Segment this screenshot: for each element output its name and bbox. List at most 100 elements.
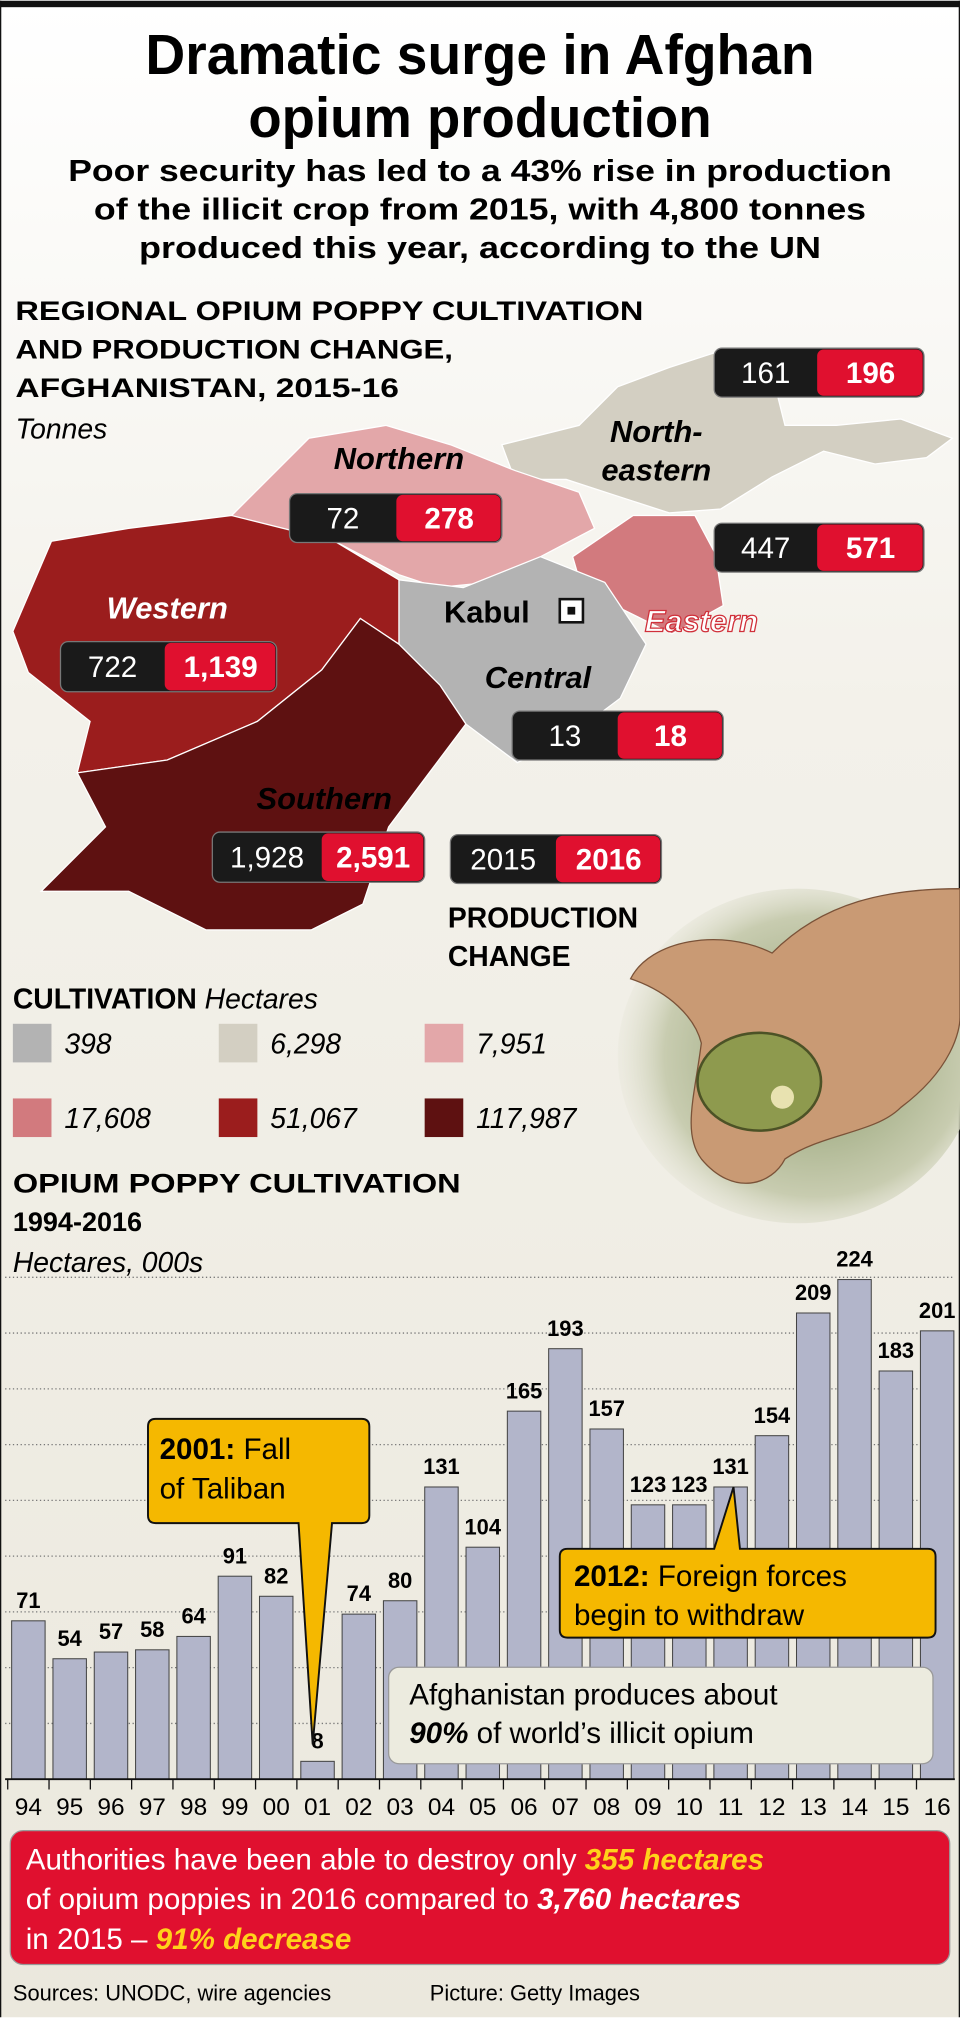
value-box-2016 (321, 833, 424, 881)
x-tick-label: 13 (800, 1794, 827, 1821)
region-name: Eastern (645, 603, 758, 638)
value-box-2016 (555, 835, 661, 883)
note-box (387, 1666, 934, 1765)
note-text: 90% of world’s illicit opium (409, 1717, 754, 1750)
annotations: 2001: Fall of Taliban 2012: Foreign forc… (147, 1417, 937, 1765)
annotation-text: Foreign forces (658, 1560, 847, 1593)
legend-label: 117,987 (476, 1102, 577, 1134)
x-tick-label: 98 (180, 1794, 207, 1821)
bar (93, 1651, 129, 1780)
legend-label: 17,608 (64, 1102, 151, 1134)
value-2015: 2015 (470, 843, 536, 876)
x-tick-label: 15 (882, 1794, 909, 1821)
map-heading: REGIONAL OPIUM POPPY CULTIVATION (15, 296, 643, 326)
key-caption: CHANGE (448, 940, 571, 972)
poppy-crown (770, 1085, 794, 1109)
x-tick-label: 09 (634, 1794, 661, 1821)
annotation-text: of Taliban (160, 1473, 286, 1506)
legend-swatch (12, 1023, 52, 1063)
bar (52, 1658, 87, 1780)
value-2016: 571 (846, 532, 895, 565)
value-label: 165 (506, 1378, 542, 1403)
region-name: Northern (334, 441, 464, 476)
photo (617, 888, 960, 1224)
x-tick-label: 05 (469, 1794, 496, 1821)
callout-highlight: 3,760 hectares (537, 1883, 741, 1916)
annotation-year: 2001: (160, 1433, 236, 1466)
x-tick-label: 99 (221, 1794, 248, 1821)
value-2016: 18 (654, 720, 687, 753)
callout-text: of opium poppies in 2016 compared to 3,7… (26, 1883, 741, 1916)
value-label: 154 (754, 1403, 791, 1428)
chart-unit: Hectares, 000s (13, 1246, 203, 1278)
value-2015: 13 (548, 720, 581, 753)
callout-box (9, 1830, 951, 1966)
annotation-box (558, 1486, 937, 1639)
region-name: Central (485, 660, 593, 695)
bar (341, 1613, 377, 1780)
value-box-2016 (617, 712, 722, 759)
value-label: 201 (919, 1298, 955, 1323)
value-label: 131 (423, 1454, 459, 1479)
legend-swatch (424, 1098, 464, 1138)
x-tick-label: 96 (97, 1794, 124, 1821)
legend-swatch (12, 1098, 52, 1138)
value-label: 80 (388, 1568, 412, 1593)
x-tick-label: 00 (263, 1794, 290, 1821)
callout-text: Authorities have been able to destroy on… (26, 1843, 764, 1876)
note-text: Afghanistan produces about (409, 1679, 777, 1712)
value-2016: 2,591 (336, 841, 410, 874)
sources: Sources: UNODC, wire agencies (13, 1981, 331, 2006)
value-box-2016 (817, 524, 923, 571)
annotation-year: 2012: (574, 1560, 650, 1593)
chart-title: 1994-2016 (13, 1207, 142, 1237)
callout-text: Authorities have been able to destroy on… (26, 1843, 577, 1876)
legend-heading: CULTIVATION Hectares (13, 982, 318, 1014)
credit: Picture: Getty Images (430, 1981, 640, 2006)
subtitle: of the illicit crop from 2015, with 4,80… (94, 192, 866, 227)
value-label: 58 (140, 1617, 164, 1642)
region-name: North- (610, 414, 703, 449)
title: opium production (248, 86, 711, 149)
value-label: 91 (223, 1543, 247, 1568)
value-2015: 447 (741, 532, 790, 565)
annotation-text: begin to withdraw (574, 1599, 805, 1632)
x-tick-label: 07 (552, 1794, 579, 1821)
note-highlight: 90% (409, 1717, 468, 1750)
bar (300, 1760, 335, 1780)
legend-swatch (218, 1098, 258, 1138)
value-2015: 72 (326, 502, 359, 535)
annotation-text: Fall (243, 1433, 291, 1466)
legend-swatch (424, 1023, 464, 1063)
x-tick-label: 94 (15, 1794, 42, 1821)
x-tick-label: 08 (593, 1794, 620, 1821)
x-tick-label: 97 (139, 1794, 166, 1821)
region-north-eastern (501, 350, 954, 514)
legend-label: 398 (64, 1027, 111, 1059)
value-label: 54 (58, 1626, 83, 1651)
callout-highlight: 91% decrease (156, 1923, 352, 1956)
value-2016: 196 (846, 357, 895, 390)
bar (11, 1620, 46, 1780)
value-label: 193 (547, 1316, 583, 1341)
value-label: 123 (630, 1472, 666, 1497)
callout-text: in 2015 – 91% decrease (26, 1923, 352, 1956)
map-unit: Tonnes (15, 412, 107, 444)
x-tick-label: 16 (924, 1794, 951, 1821)
x-tick-label: 02 (345, 1794, 372, 1821)
value-label: 104 (465, 1514, 502, 1539)
map-heading: AND PRODUCTION CHANGE, (15, 334, 453, 364)
x-tick-label: 95 (56, 1794, 83, 1821)
bar (176, 1635, 211, 1780)
region-name: Southern (257, 781, 393, 816)
value-label: 224 (836, 1247, 873, 1272)
legend-unit: Hectares (205, 982, 318, 1014)
x-tick-label: 11 (718, 1794, 743, 1821)
chart-title: OPIUM POPPY CULTIVATION (13, 1168, 461, 1198)
x-tick-label: 03 (387, 1794, 414, 1821)
capital-label: Kabul (444, 594, 530, 629)
subtitle: produced this year, according to the UN (139, 230, 821, 265)
value-2015: 161 (741, 357, 790, 390)
